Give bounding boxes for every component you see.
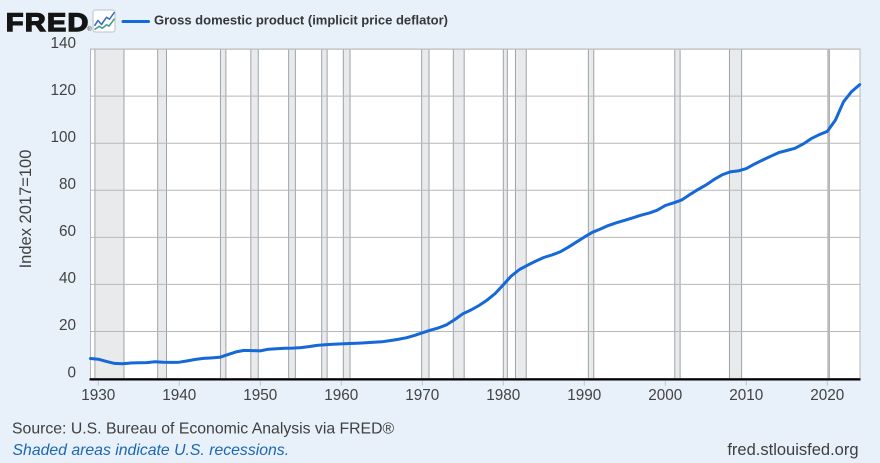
svg-text:20: 20 — [59, 317, 76, 334]
svg-text:60: 60 — [59, 223, 76, 240]
svg-text:FRED: FRED — [6, 9, 90, 37]
svg-text:1950: 1950 — [243, 387, 277, 404]
svg-text:Gross domestic product (implic: Gross domestic product (implicit price d… — [154, 12, 448, 27]
svg-text:1940: 1940 — [162, 387, 196, 404]
svg-text:1930: 1930 — [81, 387, 115, 404]
svg-text:140: 140 — [50, 35, 76, 52]
svg-text:1960: 1960 — [324, 387, 358, 404]
svg-text:1980: 1980 — [486, 387, 520, 404]
svg-text:120: 120 — [50, 82, 76, 99]
svg-text:fred.stlouisfed.org: fred.stlouisfed.org — [727, 441, 858, 459]
svg-text:0: 0 — [67, 364, 76, 381]
svg-text:Source: U.S. Bureau of Economi: Source: U.S. Bureau of Economic Analysis… — [12, 421, 395, 438]
svg-text:40: 40 — [59, 270, 76, 287]
svg-text:2020: 2020 — [810, 387, 844, 404]
svg-text:Index 2017=100: Index 2017=100 — [17, 150, 35, 269]
svg-text:1990: 1990 — [567, 387, 601, 404]
svg-text:Shaded areas indicate U.S. rec: Shaded areas indicate U.S. recessions. — [13, 442, 290, 459]
svg-text:80: 80 — [59, 176, 76, 193]
svg-text:1970: 1970 — [405, 387, 439, 404]
svg-text:2000: 2000 — [648, 387, 682, 404]
svg-text:100: 100 — [50, 129, 76, 146]
svg-text:2010: 2010 — [729, 387, 763, 404]
svg-text:®: ® — [87, 26, 92, 33]
